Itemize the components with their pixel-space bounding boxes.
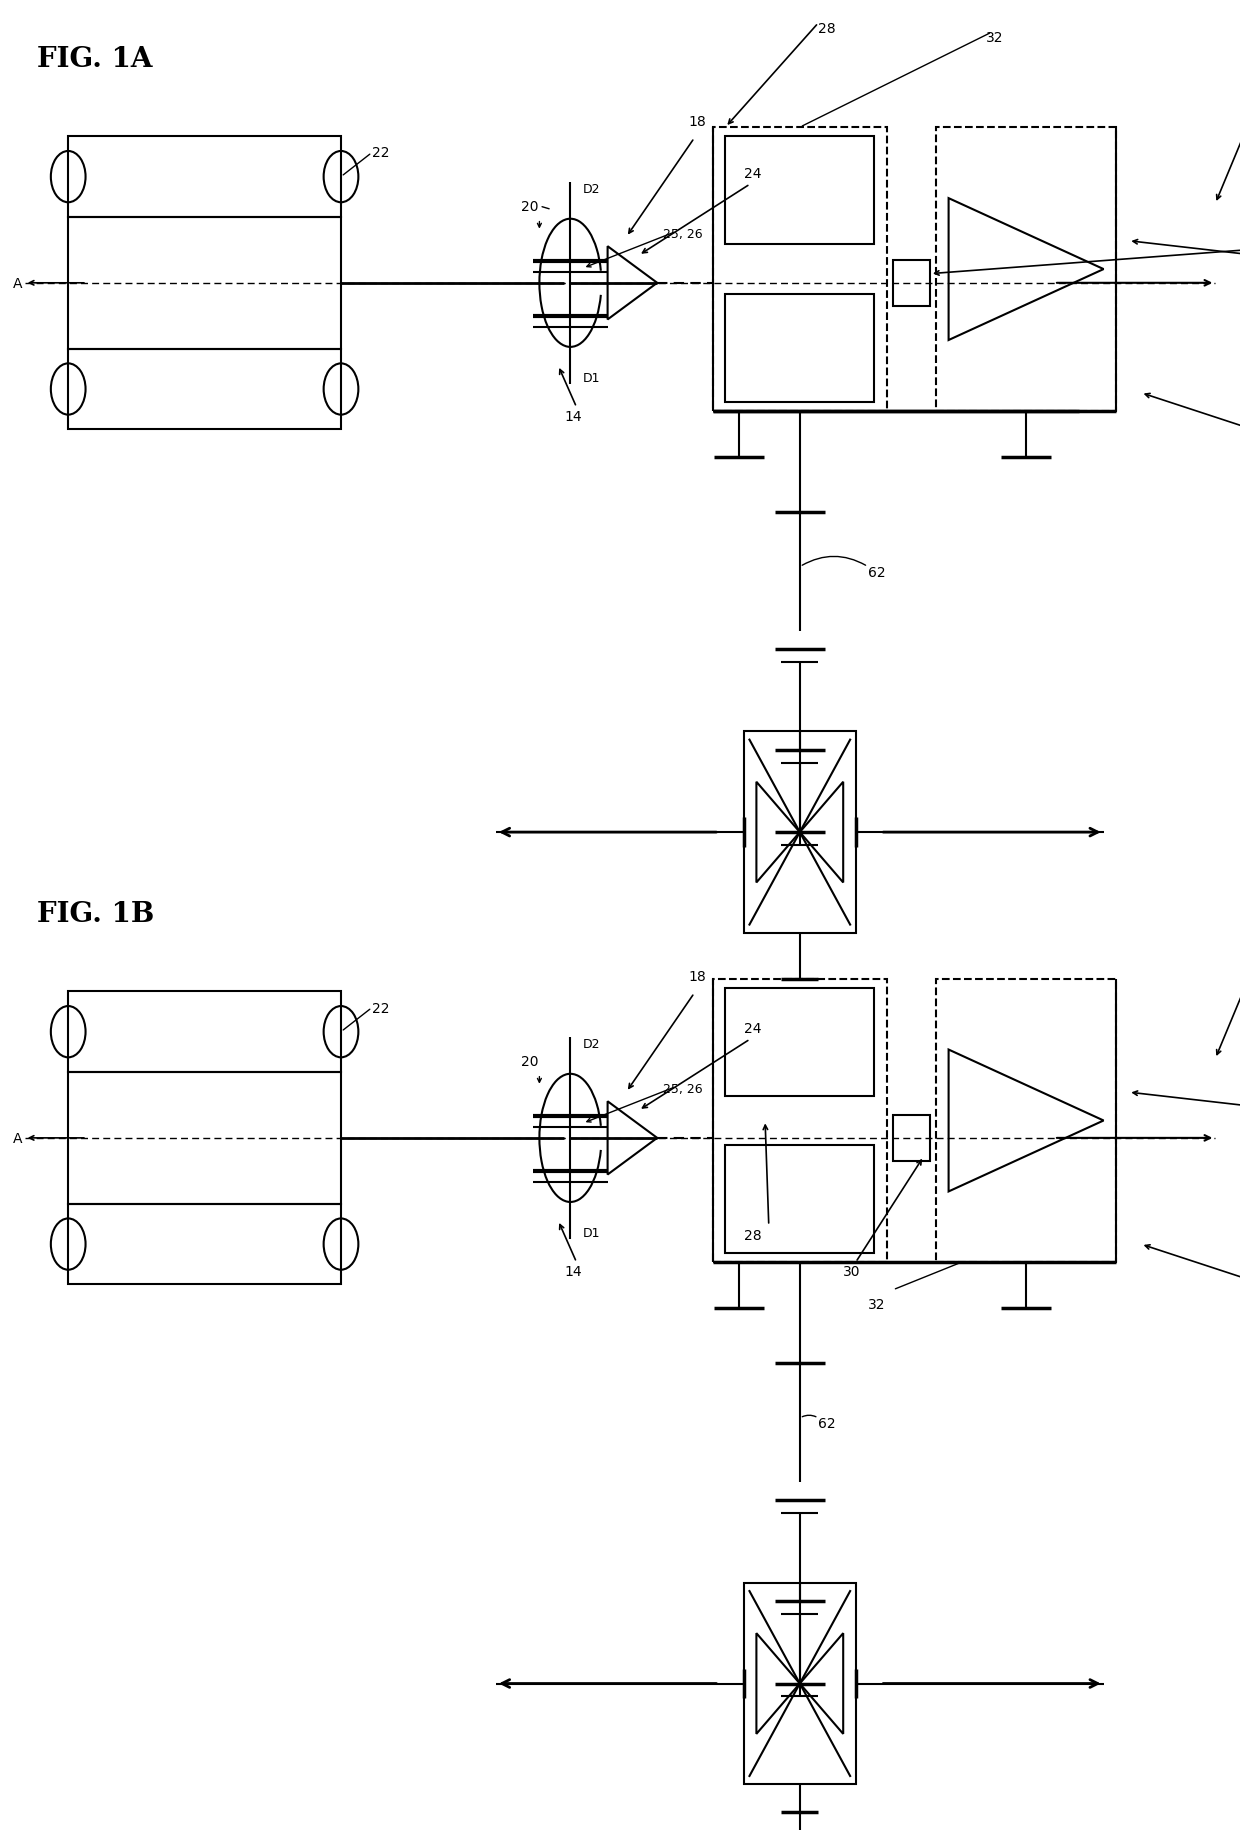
Text: 62: 62 — [868, 565, 885, 580]
Bar — [725, 137, 874, 245]
Text: 18: 18 — [688, 115, 706, 128]
Text: 28: 28 — [818, 22, 836, 37]
Text: 22: 22 — [372, 1001, 389, 1016]
Text: 30: 30 — [843, 1265, 861, 1279]
Bar — [713, 128, 887, 412]
Text: 25, 26: 25, 26 — [663, 229, 703, 242]
Text: FIG. 1A: FIG. 1A — [37, 46, 153, 73]
Bar — [725, 295, 874, 403]
Text: 22: 22 — [372, 146, 389, 161]
Text: 14: 14 — [564, 1265, 582, 1279]
Text: 32: 32 — [868, 1297, 885, 1312]
Bar — [936, 128, 1116, 412]
Text: 32: 32 — [986, 31, 1003, 46]
Text: 62: 62 — [818, 1416, 836, 1431]
Text: A: A — [12, 1131, 22, 1146]
Bar — [725, 1146, 874, 1254]
Bar — [68, 350, 341, 430]
Bar — [68, 137, 341, 218]
Bar — [744, 1583, 856, 1784]
Bar — [68, 1072, 341, 1204]
Bar — [68, 218, 341, 350]
Text: D2: D2 — [583, 183, 600, 196]
Bar — [68, 992, 341, 1072]
Text: 20: 20 — [521, 199, 538, 214]
Text: A: A — [12, 276, 22, 291]
Bar — [893, 260, 930, 306]
Text: 25, 26: 25, 26 — [663, 1083, 703, 1096]
Bar — [744, 732, 856, 933]
Bar — [68, 1204, 341, 1285]
Text: D2: D2 — [583, 1038, 600, 1050]
Text: 14: 14 — [564, 410, 582, 425]
Text: 24: 24 — [744, 167, 761, 181]
Text: D1: D1 — [583, 371, 600, 384]
Text: 24: 24 — [744, 1021, 761, 1036]
Text: D1: D1 — [583, 1226, 600, 1239]
Text: 20: 20 — [521, 1054, 538, 1069]
Bar — [725, 988, 874, 1096]
Bar — [936, 979, 1116, 1263]
Text: 28: 28 — [744, 1228, 761, 1243]
Text: FIG. 1B: FIG. 1B — [37, 900, 155, 928]
Bar — [893, 1114, 930, 1162]
Bar — [713, 979, 887, 1263]
Text: 18: 18 — [688, 970, 706, 983]
